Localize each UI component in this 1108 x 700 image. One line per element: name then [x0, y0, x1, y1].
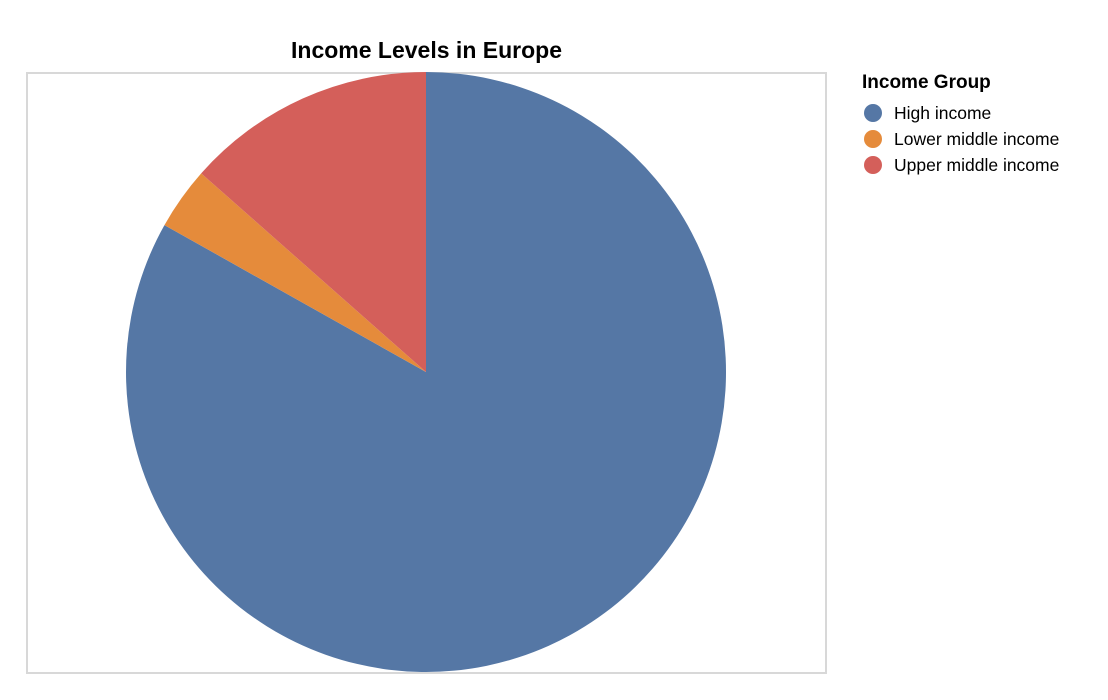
pie-slice-high-income [126, 72, 727, 672]
chart-title: Income Levels in Europe [291, 37, 562, 63]
legend-label-upper-middle-income: Upper middle income [894, 155, 1060, 175]
legend-swatch-high-income [864, 104, 882, 122]
legend-item-upper-middle-income: Upper middle income [862, 152, 1059, 178]
legend-swatch-upper-middle-income [864, 156, 882, 174]
legend-title: Income Group [862, 72, 991, 93]
pie-slice-upper-middle-income [201, 72, 426, 372]
legend-label-lower-middle-income: Lower middle income [894, 129, 1060, 149]
pie-slices [126, 72, 727, 672]
legend-item-lower-middle-income: Lower middle income [862, 126, 1059, 152]
legend-label-high-income: High income [894, 103, 992, 123]
pie-slice-lower-middle-income [164, 173, 426, 372]
legend-item-high-income: High income [862, 100, 1059, 126]
pie-chart [26, 72, 827, 674]
legend-swatch-lower-middle-income [864, 130, 882, 148]
legend: Income Group High income Lower middle in… [862, 70, 1059, 178]
plot-area [26, 72, 827, 674]
